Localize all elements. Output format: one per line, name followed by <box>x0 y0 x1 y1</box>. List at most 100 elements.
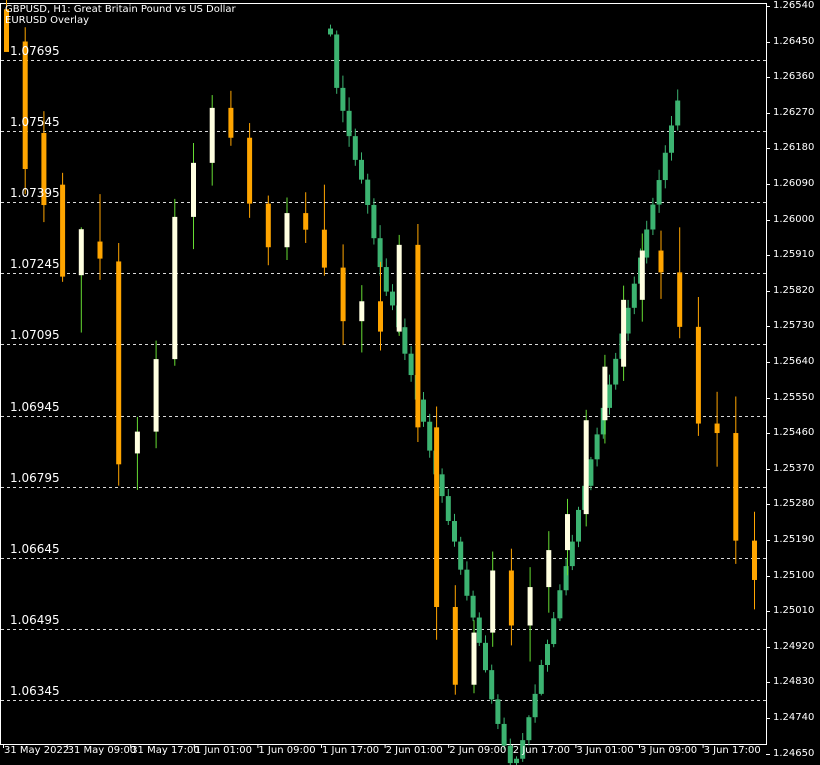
price-axis-label: 1.25370 <box>773 462 815 474</box>
eur-candle <box>191 162 196 217</box>
price-axis-label: 1.24740 <box>773 711 815 723</box>
gbp-candle <box>352 136 358 160</box>
price-axis-label: 1.26090 <box>773 177 815 189</box>
eur-candle <box>41 132 47 206</box>
gbp-candle <box>538 664 544 694</box>
time-axis-label: 1 Jun 17:00 <box>322 745 380 756</box>
gbp-candle <box>600 407 606 435</box>
eur-candle <box>22 41 28 170</box>
eur-candle <box>733 433 739 541</box>
overlay-level-label: 1.06345 <box>10 683 60 698</box>
time-axis-label: 3 Jun 17:00 <box>703 745 761 756</box>
overlay-level-label: 1.07545 <box>10 114 60 129</box>
gbp-candle <box>656 180 662 205</box>
overlay-level-label: 1.06795 <box>10 470 60 485</box>
eur-candle <box>658 250 664 273</box>
gbp-candle <box>594 434 600 460</box>
eur-candle <box>303 213 309 230</box>
price-axis-label: 1.24920 <box>773 640 815 652</box>
price-axis-label: 1.25190 <box>773 533 815 545</box>
eur-candle <box>321 229 327 268</box>
price-axis-label: 1.24650 <box>773 747 815 759</box>
overlay-level-label: 1.06945 <box>10 399 60 414</box>
gbp-candle <box>557 590 563 619</box>
chart-title: GBPUSD, H1: Great Britain Pound vs US Do… <box>5 4 236 15</box>
price-axis-label: 1.26270 <box>773 106 815 118</box>
gbp-candle <box>650 204 656 230</box>
gbp-candle <box>390 291 395 306</box>
eur-candle <box>284 213 290 248</box>
gbp-candle <box>495 699 501 724</box>
price-axis-label: 1.25820 <box>773 284 815 296</box>
gbp-candle <box>551 618 557 645</box>
price-axis-label: 1.25730 <box>773 319 815 331</box>
eur-candle <box>546 550 552 588</box>
gbp-candle <box>563 566 569 591</box>
gbp-candle <box>377 238 383 268</box>
gbp-candle <box>359 159 364 180</box>
gbp-candle <box>371 204 377 239</box>
eur-candle <box>415 244 421 428</box>
overlay-name: EURUSD Overlay <box>5 15 90 26</box>
eur-candle <box>583 420 589 515</box>
eur-candle <box>78 229 84 276</box>
gbp-candle <box>383 267 389 292</box>
gbp-candle <box>476 617 482 643</box>
plot-frame <box>0 3 767 745</box>
gbp-candle <box>421 399 426 422</box>
eur-candle <box>134 431 140 454</box>
time-axis-label: 1 Jun 09:00 <box>258 745 316 756</box>
price-axis-label: 1.26450 <box>773 35 815 47</box>
time-axis-label: 31 May 2022 <box>4 745 70 756</box>
eur-candle <box>172 216 178 360</box>
gbp-candle <box>514 758 519 764</box>
time-axis-label: 2 Jun 09:00 <box>449 745 507 756</box>
time-axis-label: 31 May 17:00 <box>131 745 200 756</box>
eur-candle <box>4 9 9 52</box>
time-axis-label: 3 Jun 09:00 <box>640 745 698 756</box>
eur-candle <box>471 632 477 685</box>
gbp-candle <box>464 569 470 596</box>
gbp-candle <box>613 358 619 385</box>
eur-candle <box>60 184 66 277</box>
overlay-level-label: 1.07095 <box>10 327 60 342</box>
gbp-candle <box>489 670 495 700</box>
gbp-candle <box>625 307 631 334</box>
gbp-candle <box>445 496 451 522</box>
gbp-candle <box>631 283 637 308</box>
eur-candle <box>490 570 496 633</box>
price-axis-label: 1.25280 <box>773 497 815 509</box>
time-axis-label: 3 Jun 01:00 <box>576 745 634 756</box>
price-axis-label: 1.26180 <box>773 141 815 153</box>
eur-candle <box>677 272 683 327</box>
eur-candle <box>247 137 253 204</box>
eur-candle <box>621 299 627 367</box>
gbp-candle <box>346 110 352 137</box>
time-axis-label: 2 Jun 01:00 <box>385 745 443 756</box>
gbp-candle <box>458 541 464 570</box>
overlay-level-label: 1.07245 <box>10 256 60 271</box>
eur-candle <box>340 267 346 322</box>
eur-candle <box>265 203 271 248</box>
eur-candle <box>695 326 701 424</box>
eur-candle <box>359 301 365 322</box>
price-axis-label: 1.25010 <box>773 604 815 616</box>
price-axis-label: 1.24830 <box>773 675 815 687</box>
eur-candle <box>714 423 720 434</box>
price-axis-label: 1.25100 <box>773 569 815 581</box>
gbp-candle <box>408 353 414 376</box>
gbp-candle <box>669 125 674 153</box>
gbp-candle <box>501 723 507 746</box>
gbp-candle <box>526 717 532 741</box>
gbp-candle <box>569 541 575 567</box>
eur-candle <box>565 514 570 551</box>
overlay-level-label: 1.06495 <box>10 612 60 627</box>
price-axis-label: 1.26540 <box>773 0 815 11</box>
price-axis-label: 1.26360 <box>773 70 815 82</box>
eur-candle <box>527 587 533 626</box>
gbp-candle <box>483 642 488 671</box>
gbp-candle <box>520 740 526 759</box>
eur-candle <box>378 301 383 332</box>
